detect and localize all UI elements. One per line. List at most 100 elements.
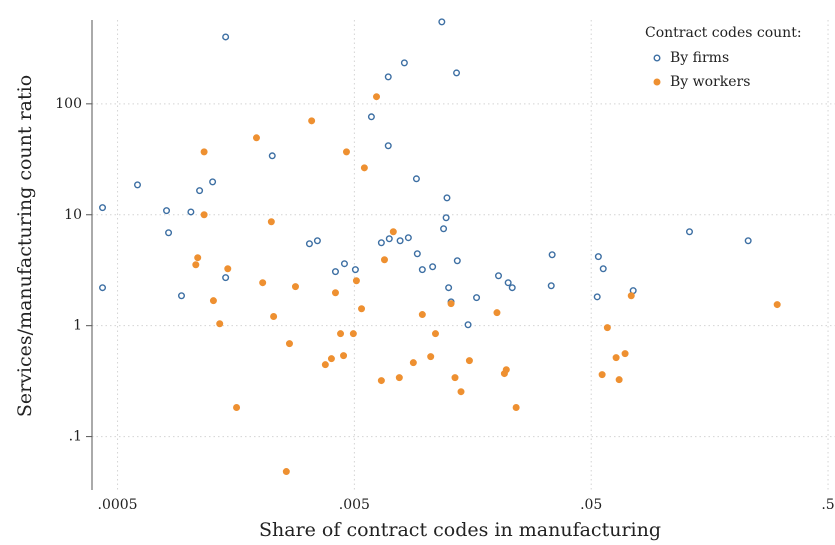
x-axis-title: Share of contract codes in manufacturing xyxy=(259,519,661,541)
point xyxy=(412,175,420,183)
point xyxy=(445,284,453,292)
point xyxy=(413,250,421,258)
point xyxy=(385,235,393,243)
point xyxy=(465,357,473,365)
point xyxy=(594,253,602,261)
point xyxy=(134,181,142,189)
point xyxy=(384,73,392,81)
point xyxy=(165,229,173,237)
point xyxy=(200,211,208,219)
point xyxy=(313,237,321,245)
point xyxy=(615,376,623,384)
point xyxy=(404,234,412,242)
point xyxy=(222,274,230,282)
point xyxy=(380,256,388,264)
point xyxy=(367,113,375,121)
y-tick-label: 1 xyxy=(73,318,82,334)
legend-label: By firms xyxy=(670,50,729,66)
point xyxy=(163,207,171,215)
x-tick-label: .005 xyxy=(339,497,370,513)
point xyxy=(627,292,635,300)
point xyxy=(453,69,461,77)
legend-label: By workers xyxy=(670,74,750,90)
legend-marker xyxy=(653,54,661,62)
point xyxy=(495,272,503,280)
point xyxy=(621,350,629,358)
point xyxy=(418,311,426,319)
point xyxy=(196,187,204,195)
point xyxy=(599,265,607,273)
point xyxy=(598,371,606,379)
point xyxy=(593,293,601,301)
point xyxy=(282,468,290,476)
y-tick-label: 10 xyxy=(64,207,82,223)
point xyxy=(548,251,556,259)
point xyxy=(396,237,404,245)
point xyxy=(377,377,385,385)
point xyxy=(252,134,260,142)
point xyxy=(409,359,417,367)
point xyxy=(685,228,693,236)
point xyxy=(438,18,446,26)
point xyxy=(222,33,230,41)
point xyxy=(337,330,345,338)
point xyxy=(349,330,357,338)
point xyxy=(267,218,275,226)
point xyxy=(384,142,392,150)
point xyxy=(233,403,241,411)
point xyxy=(395,374,403,382)
point xyxy=(224,265,232,273)
point xyxy=(270,312,278,320)
point xyxy=(457,388,465,396)
point xyxy=(340,352,348,360)
point xyxy=(389,228,397,236)
point xyxy=(342,148,350,156)
point xyxy=(377,239,385,247)
point xyxy=(744,237,752,245)
point xyxy=(440,225,448,233)
point xyxy=(200,148,208,156)
point xyxy=(502,366,510,374)
point xyxy=(187,208,195,216)
point xyxy=(308,117,316,125)
point xyxy=(327,355,335,363)
x-tick-label: .0005 xyxy=(98,497,138,513)
point xyxy=(512,403,520,411)
point xyxy=(209,297,217,305)
point xyxy=(194,254,202,262)
y-tick-label: 100 xyxy=(55,96,82,112)
point xyxy=(99,284,107,292)
point xyxy=(285,340,293,348)
x-tick-label: .05 xyxy=(580,497,602,513)
y-tick-label: .1 xyxy=(69,429,82,445)
point xyxy=(442,214,450,222)
point xyxy=(373,93,381,101)
point xyxy=(447,300,455,308)
point xyxy=(331,268,339,276)
point xyxy=(453,257,461,265)
point xyxy=(321,361,329,369)
point xyxy=(547,282,555,290)
point xyxy=(429,263,437,271)
point xyxy=(192,261,200,269)
point xyxy=(352,277,360,285)
point xyxy=(473,294,481,302)
point xyxy=(177,292,185,300)
point xyxy=(400,59,408,67)
legend-marker xyxy=(653,78,661,86)
point xyxy=(464,321,472,329)
point xyxy=(360,164,368,172)
point xyxy=(504,279,512,287)
point xyxy=(427,353,435,361)
point xyxy=(331,289,339,297)
point xyxy=(443,194,451,202)
point xyxy=(508,284,516,292)
point xyxy=(431,330,439,338)
point xyxy=(418,266,426,274)
point xyxy=(216,320,224,328)
point xyxy=(291,283,299,291)
point xyxy=(773,301,781,309)
y-axis-title: Services/manufacturing count ratio xyxy=(14,75,36,417)
point xyxy=(451,374,459,382)
